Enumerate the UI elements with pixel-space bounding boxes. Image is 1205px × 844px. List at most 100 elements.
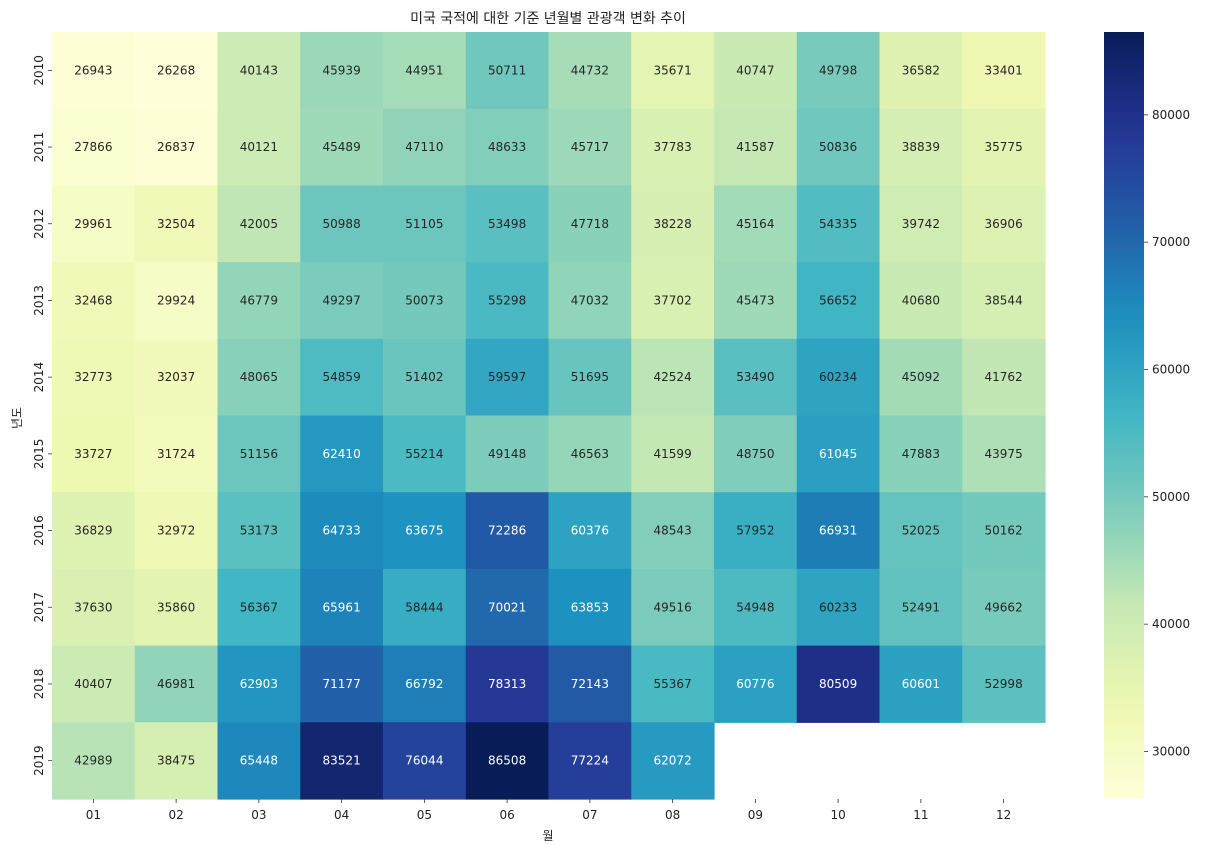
y-axis-label: 년도 bbox=[10, 407, 24, 429]
cell-value-label: 54948 bbox=[736, 600, 774, 614]
x-tick-label: 08 bbox=[665, 808, 680, 822]
heatmap-cell bbox=[879, 492, 963, 570]
heatmap-cell bbox=[217, 108, 301, 186]
heatmap-cell bbox=[300, 185, 384, 263]
heatmap-cell bbox=[465, 32, 550, 110]
heatmap-cell bbox=[796, 262, 881, 340]
cell-value-label: 27866 bbox=[74, 140, 112, 154]
heatmap-cell bbox=[962, 108, 1046, 186]
heatmap-cell bbox=[465, 492, 550, 570]
cell-value-label: 35775 bbox=[985, 140, 1023, 154]
heatmap-cell bbox=[879, 568, 963, 647]
y-tick-label: 2019 bbox=[32, 745, 46, 776]
heatmap-cell bbox=[383, 32, 467, 110]
heatmap-cell bbox=[548, 32, 632, 110]
heatmap-cell bbox=[52, 722, 136, 800]
heatmap-cell bbox=[300, 338, 384, 417]
cell-value-label: 72286 bbox=[488, 524, 526, 538]
heatmap-cell bbox=[465, 568, 550, 647]
cell-value-label: 78313 bbox=[488, 677, 526, 691]
cell-value-label: 60776 bbox=[736, 677, 774, 691]
heatmap-cell bbox=[383, 568, 467, 647]
cell-value-label: 53498 bbox=[488, 217, 526, 231]
heatmap-cell bbox=[631, 262, 715, 340]
x-tick-label: 07 bbox=[582, 808, 597, 822]
cell-value-label: 50988 bbox=[323, 217, 361, 231]
cell-value-label: 51402 bbox=[405, 370, 443, 384]
cell-value-label: 83521 bbox=[323, 754, 361, 768]
cell-value-label: 38839 bbox=[902, 140, 940, 154]
cell-value-label: 50162 bbox=[985, 524, 1023, 538]
cell-value-label: 38228 bbox=[654, 217, 692, 231]
cell-value-label: 26837 bbox=[157, 140, 195, 154]
cell-value-label: 66931 bbox=[819, 524, 857, 538]
heatmap-cell bbox=[548, 645, 632, 723]
heatmap-cell bbox=[134, 645, 219, 723]
heatmap-cell bbox=[631, 722, 715, 800]
cell-value-label: 54335 bbox=[819, 217, 857, 231]
heatmap-cell bbox=[300, 492, 384, 570]
cell-value-label: 55298 bbox=[488, 293, 526, 307]
y-tick-label: 2011 bbox=[32, 132, 46, 163]
y-tick-label: 2018 bbox=[32, 669, 46, 700]
heatmap-cell bbox=[631, 185, 715, 263]
heatmap-cell bbox=[548, 415, 632, 493]
cell-value-label: 52491 bbox=[902, 600, 940, 614]
heatmap-cell bbox=[548, 262, 632, 340]
cell-value-label: 43975 bbox=[985, 447, 1023, 461]
heatmap-cell bbox=[879, 338, 963, 417]
chart-title: 미국 국적에 대한 기준 년월별 관광객 변화 추이 bbox=[410, 11, 686, 27]
heatmap-cell bbox=[300, 568, 384, 647]
cell-value-label: 70021 bbox=[488, 600, 526, 614]
cell-value-label: 62410 bbox=[323, 447, 361, 461]
heatmap-cell bbox=[548, 338, 632, 417]
heatmap-cell bbox=[52, 108, 136, 186]
heatmap-cell bbox=[962, 185, 1046, 263]
heatmap-cell bbox=[465, 108, 550, 186]
cell-value-label: 47032 bbox=[571, 293, 609, 307]
cell-value-label: 41762 bbox=[985, 370, 1023, 384]
cell-value-label: 54859 bbox=[323, 370, 361, 384]
y-axis-ticks: 2010 2011 2012 2013 2014 2015 2016 2017 2018 2019 bbox=[32, 55, 52, 776]
heatmap-cell bbox=[383, 492, 467, 570]
y-tick-label: 2017 bbox=[32, 592, 46, 623]
heatmap-cell bbox=[465, 262, 550, 340]
cell-value-label: 33401 bbox=[985, 63, 1023, 77]
x-tick-label: 02 bbox=[168, 808, 183, 822]
heatmap-cell bbox=[548, 108, 632, 186]
cell-value-label: 57952 bbox=[736, 524, 774, 538]
heatmap-cell bbox=[962, 568, 1046, 647]
heatmap-cell bbox=[714, 338, 798, 417]
cell-value-label: 53490 bbox=[736, 370, 774, 384]
cell-value-label: 60376 bbox=[571, 524, 609, 538]
cell-value-label: 48065 bbox=[240, 370, 278, 384]
x-tick-label: 03 bbox=[251, 808, 266, 822]
cell-value-label: 46779 bbox=[240, 293, 278, 307]
heatmap-cell bbox=[52, 492, 136, 570]
heatmap-cell bbox=[631, 492, 715, 570]
heatmap-cell bbox=[134, 32, 219, 110]
cell-value-label: 44951 bbox=[405, 63, 443, 77]
cell-value-label: 37702 bbox=[654, 293, 692, 307]
heatmap-cell bbox=[383, 262, 467, 340]
heatmap-cell bbox=[300, 262, 384, 340]
heatmap-cell bbox=[548, 568, 632, 647]
cell-value-label: 40143 bbox=[240, 63, 278, 77]
cell-value-label: 38544 bbox=[985, 293, 1023, 307]
cell-value-label: 32504 bbox=[157, 217, 195, 231]
cell-value-label: 49297 bbox=[323, 293, 361, 307]
heatmap-cells: 26943 26268 40143 45939 44951 50711 44732 35671… bbox=[52, 32, 1046, 800]
heatmap-cell bbox=[879, 262, 963, 340]
y-tick-label: 2012 bbox=[32, 208, 46, 239]
cell-value-label: 42989 bbox=[74, 754, 112, 768]
heatmap-cell bbox=[300, 415, 384, 493]
cell-value-label: 26268 bbox=[157, 63, 195, 77]
cell-value-label: 33727 bbox=[74, 447, 112, 461]
cell-value-label: 55214 bbox=[405, 447, 443, 461]
cell-value-label: 59597 bbox=[488, 370, 526, 384]
heatmap-cell bbox=[52, 415, 136, 493]
heatmap-cell bbox=[383, 722, 467, 800]
heatmap-cell bbox=[134, 568, 219, 647]
heatmap-cell bbox=[217, 568, 301, 647]
heatmap-cell bbox=[465, 185, 550, 263]
